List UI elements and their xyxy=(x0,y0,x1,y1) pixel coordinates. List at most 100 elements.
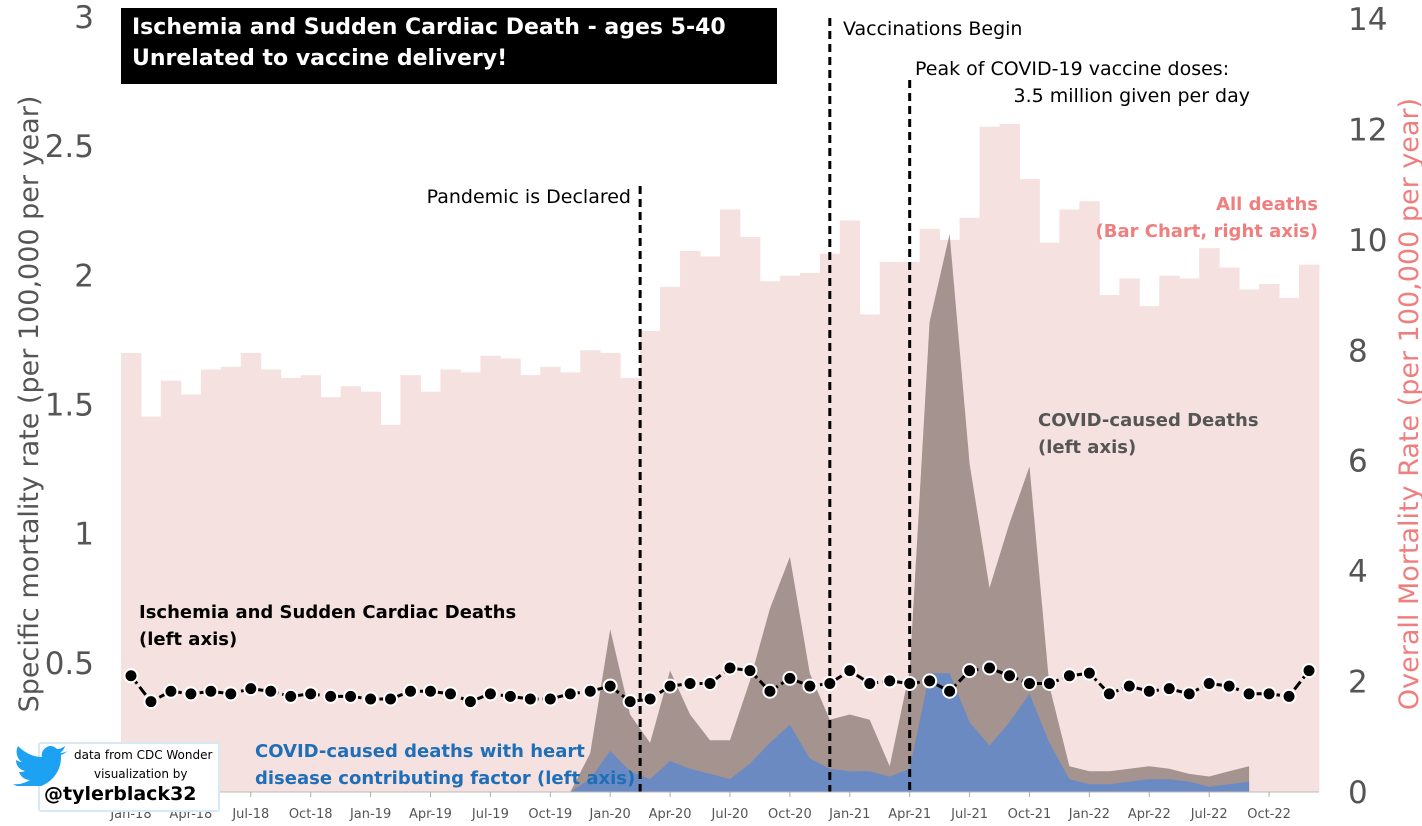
bar-all-deaths xyxy=(819,253,841,793)
point-ischemia xyxy=(1141,683,1157,699)
point-ischemia xyxy=(223,686,239,702)
point-ischemia xyxy=(902,676,918,691)
point-ischemia xyxy=(662,678,678,694)
x-tick-label: Jan-21 xyxy=(828,807,870,822)
bar-all-deaths xyxy=(1279,297,1300,792)
bar-all-deaths xyxy=(739,237,761,792)
x-tick-label: Jul-19 xyxy=(471,807,509,822)
bar-all-deaths xyxy=(720,209,741,793)
bar-all-deaths xyxy=(1099,295,1120,792)
point-ischemia xyxy=(323,688,339,704)
point-ischemia xyxy=(163,683,179,699)
x-tick-label: Jul-20 xyxy=(711,807,749,822)
chart-subtitle: Unrelated to vaccine delivery! xyxy=(132,46,508,71)
bar-all-deaths xyxy=(540,366,561,792)
bar-all-deaths xyxy=(500,358,521,792)
legend-covid-line1: COVID-caused Deaths xyxy=(1038,410,1259,431)
y-left-tick-label: 3 xyxy=(74,0,94,36)
point-ischemia xyxy=(422,683,438,699)
bar-all-deaths xyxy=(879,261,901,792)
point-ischemia xyxy=(1101,686,1117,702)
point-ischemia xyxy=(862,676,878,691)
annotation-vaccinations: Vaccinations Begin xyxy=(843,18,1022,40)
point-ischemia xyxy=(403,683,419,699)
x-tick-label: Jan-19 xyxy=(349,807,391,822)
twitter-bird-icon xyxy=(13,746,68,786)
point-ischemia xyxy=(343,688,359,704)
y-left-tick-label: 1.5 xyxy=(45,388,94,424)
point-ischemia xyxy=(822,676,838,691)
legend-ischemia-line2: (left axis) xyxy=(139,629,237,650)
bar-all-deaths xyxy=(839,220,861,792)
bar-all-deaths xyxy=(340,386,361,792)
bar-all-deaths xyxy=(1219,267,1240,792)
point-ischemia xyxy=(682,676,698,691)
y-right-axis-title: Overall Mortality Rate (per 100,000 per … xyxy=(1394,98,1422,710)
point-ischemia xyxy=(502,688,518,704)
x-tick-label: Oct-21 xyxy=(1008,807,1052,822)
bar-all-deaths xyxy=(1079,201,1100,792)
bar-all-deaths xyxy=(1159,275,1180,792)
bar-all-deaths xyxy=(1199,248,1220,792)
x-tick-label: Apr-22 xyxy=(1128,807,1171,822)
bar-all-deaths xyxy=(480,355,501,792)
point-ischemia xyxy=(363,691,379,707)
bar-all-deaths xyxy=(280,377,302,792)
credit-visualization-by: visualization by xyxy=(94,767,188,781)
legend-all-deaths-line1: All deaths xyxy=(1216,194,1318,215)
point-ischemia xyxy=(702,676,718,691)
point-ischemia xyxy=(782,670,798,686)
point-ischemia xyxy=(1201,676,1217,691)
annotation-pandemic: Pandemic is Declared xyxy=(427,186,631,208)
point-ischemia xyxy=(442,686,458,702)
x-tick-label: Jan-22 xyxy=(1068,807,1110,822)
x-tick-label: Oct-19 xyxy=(528,807,572,822)
bar-all-deaths xyxy=(1059,209,1080,793)
y-right-tick-label: 0 xyxy=(1348,775,1368,811)
bar-all-deaths xyxy=(520,375,541,792)
y-left-tick-label: 1 xyxy=(74,517,94,553)
point-ischemia xyxy=(942,683,958,699)
point-ischemia xyxy=(922,673,938,689)
bar-all-deaths xyxy=(700,256,721,793)
point-ischemia xyxy=(263,683,279,699)
point-ischemia xyxy=(123,668,139,684)
point-ischemia xyxy=(802,678,818,694)
bar-all-deaths xyxy=(220,366,242,792)
point-ischemia xyxy=(303,686,319,702)
point-ischemia xyxy=(462,694,478,710)
credit-handle: @tylerblack32 xyxy=(44,783,197,805)
area-covid-deaths xyxy=(131,234,1250,792)
point-ischemia xyxy=(982,660,998,676)
point-ischemia xyxy=(1301,663,1317,679)
point-ischemia xyxy=(622,694,638,710)
y-right-tick-label: 2 xyxy=(1348,665,1368,701)
point-ischemia xyxy=(1061,668,1077,684)
bar-all-deaths xyxy=(859,314,881,792)
bar-all-deaths xyxy=(160,380,182,792)
bar-all-deaths xyxy=(580,350,601,792)
point-ischemia xyxy=(1021,676,1037,691)
y-right-tick-label: 14 xyxy=(1348,2,1387,38)
bar-all-deaths xyxy=(1239,289,1260,792)
legend-heart-line2: disease contributing factor (left axis) xyxy=(255,768,635,789)
bar-all-deaths xyxy=(440,369,461,792)
y-left-tick-label: 2 xyxy=(74,258,94,294)
point-ischemia xyxy=(1221,678,1237,694)
x-tick-label: Oct-20 xyxy=(768,807,812,822)
bar-all-deaths xyxy=(1299,264,1320,792)
point-ischemia xyxy=(1181,686,1197,702)
point-ischemia xyxy=(882,673,898,689)
bar-all-deaths xyxy=(300,375,322,792)
point-ischemia xyxy=(1261,686,1277,702)
point-ischemia xyxy=(1161,681,1177,697)
bar-all-deaths xyxy=(1139,306,1160,792)
point-ischemia xyxy=(1281,688,1297,704)
bar-all-deaths xyxy=(420,391,441,792)
point-ischemia xyxy=(722,660,738,676)
annotation-peak-line2: 3.5 million given per day xyxy=(1014,85,1251,107)
bar-all-deaths xyxy=(460,372,481,792)
point-ischemia xyxy=(1041,676,1057,691)
